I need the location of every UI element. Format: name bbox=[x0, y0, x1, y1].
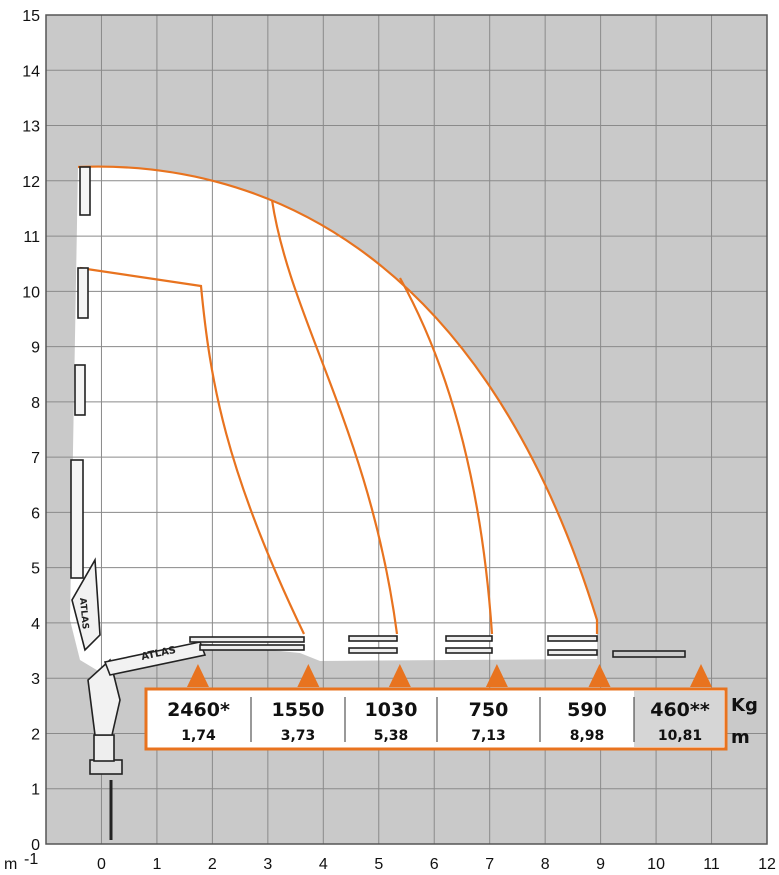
load-value: 460** bbox=[650, 699, 710, 721]
y-tick-label: 3 bbox=[31, 671, 40, 688]
load-marker bbox=[588, 664, 611, 687]
x-tick-label: 3 bbox=[263, 856, 272, 873]
reach-curve-3 bbox=[270, 199, 399, 635]
y-tick-label: 6 bbox=[31, 505, 40, 522]
load-value: 2460* bbox=[167, 699, 230, 721]
x-tick-label: 2 bbox=[208, 856, 217, 873]
y-tick-label: 14 bbox=[22, 63, 40, 80]
load-marker bbox=[186, 664, 209, 687]
y-tick-label: 5 bbox=[31, 561, 40, 578]
load-distance: 8,98 bbox=[570, 728, 605, 744]
x-tick-label: 5 bbox=[374, 856, 383, 873]
outer-reach-curve bbox=[77, 165, 599, 634]
y-tick-label: 12 bbox=[22, 174, 40, 191]
load-unit-label: Kg bbox=[731, 695, 758, 716]
inner-reach-curve bbox=[79, 266, 305, 635]
load-distance: 1,74 bbox=[181, 728, 216, 744]
x-tick-label: 7 bbox=[485, 856, 494, 873]
x-tick-label: 4 bbox=[319, 856, 328, 873]
y-tick-label: 2 bbox=[31, 726, 40, 743]
load-markers bbox=[186, 664, 713, 687]
load-table-last-cell bbox=[634, 691, 724, 747]
y-tick-label: 13 bbox=[22, 119, 40, 136]
load-value: 1550 bbox=[272, 699, 325, 721]
y-tick-label: 0 bbox=[31, 837, 40, 854]
x-tick-label: 8 bbox=[541, 856, 550, 873]
x-tick-label: 0 bbox=[97, 856, 106, 873]
load-table-box bbox=[144, 687, 728, 751]
crane-illustration bbox=[70, 166, 686, 840]
load-marker bbox=[690, 664, 713, 687]
load-value: 590 bbox=[567, 699, 607, 721]
x-tick-label: 6 bbox=[430, 856, 439, 873]
plot-frame bbox=[45, 14, 768, 845]
y-tick-label: 10 bbox=[22, 284, 40, 301]
y-tick-label: 8 bbox=[31, 395, 40, 412]
reach-curves bbox=[77, 165, 599, 635]
x-tick-label: 11 bbox=[703, 856, 720, 873]
distance-unit-label: m bbox=[731, 727, 750, 748]
load-distance: 7,13 bbox=[471, 728, 506, 744]
load-table-dividers bbox=[250, 697, 635, 742]
load-labels: 2460* 1,74 1550 3,73 1030 5,38 750 7,13 590 8,98 4… bbox=[167, 699, 710, 744]
x-tick-label: -1 bbox=[24, 851, 38, 868]
x-tick-label: 10 bbox=[647, 856, 665, 873]
x-tick-label: 1 bbox=[152, 856, 161, 873]
x-tick-label: 9 bbox=[596, 856, 605, 873]
axis-unit-label: m bbox=[4, 856, 17, 873]
y-tick-label: 4 bbox=[31, 616, 40, 633]
load-marker bbox=[297, 664, 320, 687]
load-value: 750 bbox=[469, 699, 509, 721]
y-tick-label: 9 bbox=[31, 340, 40, 357]
y-tick-label: 7 bbox=[31, 450, 40, 467]
y-tick-label: 11 bbox=[23, 229, 40, 246]
load-value: 1030 bbox=[365, 699, 418, 721]
load-distance: 5,38 bbox=[374, 728, 409, 744]
load-marker bbox=[485, 664, 508, 687]
crane-brand-label-column: ATLAS bbox=[77, 597, 90, 629]
load-marker bbox=[388, 664, 411, 687]
y-tick-label: 15 bbox=[22, 8, 40, 25]
x-tick-label: 12 bbox=[758, 856, 776, 873]
reach-curve-4 bbox=[399, 277, 494, 635]
y-tick-label: 1 bbox=[31, 782, 40, 799]
load-distance: 10,81 bbox=[658, 728, 702, 744]
load-distance: 3,73 bbox=[281, 728, 316, 744]
